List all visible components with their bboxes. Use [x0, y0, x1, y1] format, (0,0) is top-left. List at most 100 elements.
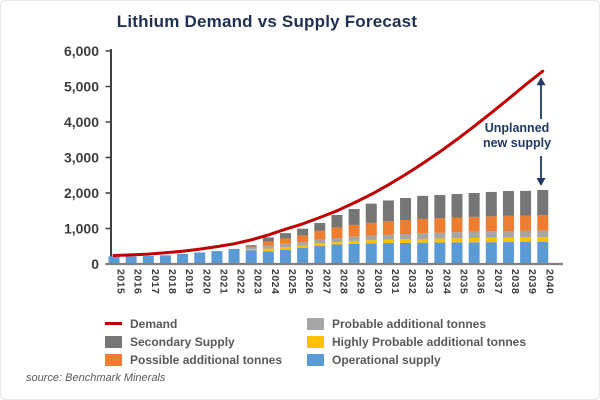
- bar-segment: [434, 238, 446, 243]
- annotation-line-1: Unplanned: [484, 121, 550, 135]
- bar-segment: [245, 250, 257, 264]
- bar-segment: [177, 253, 189, 264]
- bar-segment: [108, 256, 120, 264]
- probable-tonnes-swatch: [307, 317, 324, 330]
- bar-segment: [468, 242, 480, 264]
- bar-segment: [365, 235, 377, 241]
- legend-label: Secondary Supply: [130, 334, 235, 349]
- bar-segment: [297, 228, 309, 236]
- bar-segment: [434, 218, 446, 233]
- x-tick-label: 2031: [389, 269, 401, 294]
- bar-segment: [485, 216, 497, 232]
- bar-segment: [245, 249, 257, 251]
- bar-segment: [331, 238, 343, 242]
- arrowhead-up-icon: [536, 77, 546, 86]
- y-axis: 0 1,000 2,000 3,000 4,000 5,000 6,000: [64, 43, 112, 272]
- bar-segment: [314, 243, 326, 246]
- x-tick-label: 2024: [269, 269, 281, 294]
- x-tick-label: 2040: [543, 269, 555, 294]
- bar-segment: [382, 234, 394, 240]
- unplanned-supply-arrows: [536, 77, 546, 186]
- operational-supply-swatch: [307, 353, 324, 366]
- legend-item-demand: Demand: [105, 316, 282, 331]
- bar-segment: [125, 256, 137, 264]
- bar-segment: [502, 237, 514, 243]
- legend-label: Probable additional tonnes: [332, 316, 487, 331]
- chart-title: Lithium Demand vs Supply Forecast: [116, 12, 418, 31]
- x-tick-label: 2025: [286, 269, 298, 294]
- bar-segment: [348, 224, 360, 237]
- bar-segment: [451, 194, 463, 218]
- legend-item-secondary-supply: Secondary Supply: [105, 334, 282, 349]
- x-tick-label: 2023: [252, 269, 264, 294]
- legend-item-possible-tonnes: Possible additional tonnes: [105, 352, 283, 367]
- bar-segment: [537, 237, 549, 242]
- x-tick-label: 2022: [235, 269, 247, 294]
- bar-segment: [159, 255, 171, 264]
- x-tick-label: 2036: [475, 269, 487, 294]
- stacked-bars: [108, 189, 549, 264]
- bar-segment: [245, 247, 257, 250]
- bar-segment: [520, 241, 532, 264]
- bar-segment: [537, 241, 549, 264]
- arrowhead-down-icon: [536, 177, 546, 186]
- bar-segment: [400, 197, 412, 220]
- x-tick-label: 2026: [303, 269, 315, 294]
- bar-segment: [314, 222, 326, 231]
- bar-segment: [314, 230, 326, 240]
- bar-segment: [502, 242, 514, 264]
- bar-segment: [400, 239, 412, 243]
- bar-segment: [331, 244, 343, 264]
- legend-label: Operational supply: [332, 352, 441, 367]
- legend-item-operational-supply: Operational supply: [307, 352, 526, 367]
- legend-column-2: Probable additional tonnes Highly Probab…: [307, 316, 527, 367]
- demand-line-swatch: [105, 322, 122, 325]
- bar-segment: [297, 235, 309, 243]
- bar-segment: [417, 242, 429, 264]
- secondary-supply-swatch: [105, 335, 122, 348]
- legend-label: Possible additional tonnes: [130, 352, 283, 367]
- bar-segment: [280, 249, 291, 264]
- bar-segment: [537, 189, 549, 216]
- bar-segment: [262, 237, 274, 242]
- y-tick-label: 3,000: [64, 150, 99, 166]
- x-tick-label: 2015: [115, 269, 127, 294]
- bar-segment: [382, 221, 394, 235]
- bar-segment: [451, 238, 463, 243]
- bar-segment: [365, 222, 377, 236]
- bar-segment: [451, 242, 463, 264]
- bar-segment: [382, 243, 394, 264]
- y-tick-label: 6,000: [64, 43, 99, 59]
- x-tick-label: 2037: [492, 269, 504, 294]
- bar-segment: [348, 243, 360, 264]
- bar-segment: [468, 231, 480, 239]
- bar-segment: [417, 195, 429, 219]
- bar-segment: [331, 215, 343, 228]
- x-tick-label: 2028: [337, 269, 349, 294]
- bar-segment: [331, 227, 343, 239]
- x-tick-label: 2020: [200, 269, 212, 294]
- bar-segment: [314, 245, 326, 264]
- x-tick-label: 2035: [458, 269, 470, 294]
- annotation-line-2: new supply: [482, 136, 552, 150]
- bar-segment: [262, 251, 274, 264]
- bar-segment: [228, 248, 240, 264]
- bar-segment: [348, 240, 360, 244]
- possible-tonnes-swatch: [105, 353, 122, 366]
- bar-segment: [520, 215, 532, 231]
- bar-segment: [245, 245, 257, 247]
- x-tick-label: 2027: [320, 269, 332, 294]
- bar-segment: [280, 238, 291, 244]
- bar-segment: [502, 215, 514, 232]
- legend-label: Demand: [130, 316, 178, 331]
- legend-label: Highly Probable additional tonnes: [332, 334, 527, 349]
- bar-segment: [348, 236, 360, 241]
- bar-segment: [502, 231, 514, 238]
- bar-segment: [280, 243, 291, 248]
- bar-segment: [417, 218, 429, 234]
- bar-segment: [485, 231, 497, 238]
- x-tick-label: 2038: [509, 269, 521, 294]
- x-tick-label: 2019: [183, 269, 195, 294]
- bar-segment: [400, 242, 412, 264]
- bar-segment: [331, 241, 343, 245]
